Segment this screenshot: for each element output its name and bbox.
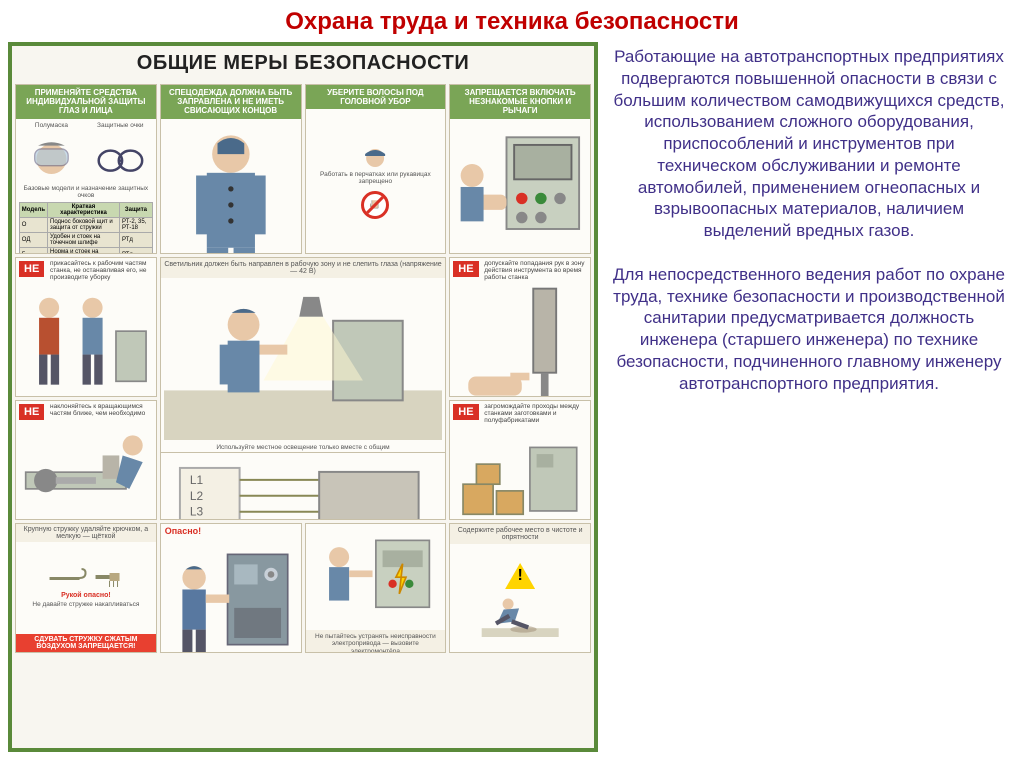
ne-badge: НЕ <box>19 261 44 277</box>
text-column: Работающие на автотранспортных предприят… <box>612 42 1016 759</box>
content-row: ОБЩИЕ МЕРЫ БЕЗОПАСНОСТИ Применяйте средс… <box>0 42 1024 767</box>
cell-ppe-eyes: Применяйте средства индивидуальной защит… <box>15 84 157 254</box>
cell-header: Спецодежда должна быть заправлена и не и… <box>161 85 301 119</box>
clean-header: Содержите рабочее место в чистоте и опря… <box>450 524 590 544</box>
page-title: Охрана труда и техника безопасности <box>0 0 1024 42</box>
goggles-table: Модель Краткая характеристика Защита О П… <box>19 202 153 254</box>
cell-header: Уберите волосы под головной убор <box>306 85 446 109</box>
clutter-icon <box>453 424 587 520</box>
worker-lamp-icon <box>164 281 443 440</box>
lighting-caption: Используйте местное освещение только вме… <box>161 443 446 452</box>
control-panel-icon <box>453 122 587 254</box>
table-caption: Базовые модели и назначение защитных очк… <box>16 184 156 200</box>
cell-danger-machine: Опасно! <box>160 523 302 653</box>
no-pile-text: Не давайте стружке накапливаться <box>29 600 142 609</box>
svg-text:L1: L1 <box>190 473 204 487</box>
poster-title: ОБЩИЕ МЕРЫ БЕЗОПАСНОСТИ <box>12 46 594 81</box>
th: Защита <box>119 203 152 218</box>
glove-icon <box>364 194 386 216</box>
hand-warn: Рукой опасно! <box>61 592 111 599</box>
cell-overalls: Спецодежда должна быть заправлена и не и… <box>160 84 302 254</box>
cell-lighting: Светильник должен быть направлен в рабоч… <box>160 257 447 520</box>
head-cap-icon <box>335 140 415 168</box>
electrician-text: Не пытайтесь устранять неисправности эле… <box>306 630 446 653</box>
cell-ne-touch: НЕ прикасайтесь к рабочим частям станка,… <box>15 257 157 397</box>
cell-header: Применяйте средства индивидуальной защит… <box>16 85 156 119</box>
cell-ne-lean: НЕ наклоняйтесь к вращающимся частям бли… <box>15 400 157 520</box>
ne-badge: НЕ <box>19 404 44 420</box>
cell-header: Запрещается включать незнакомые кнопки и… <box>450 85 590 119</box>
th: Модель <box>19 203 47 218</box>
cell-hair-gloves: Уберите волосы под головной убор Работат… <box>305 84 447 254</box>
cell-ne-clutter: НЕ загромождайте проходы между станками … <box>449 400 591 520</box>
ne-badge: НЕ <box>453 261 478 277</box>
gloves-text: Работать в перчатках или рукавицах запре… <box>309 170 443 186</box>
svg-text:L2: L2 <box>190 489 204 503</box>
no-air-footer: Сдувать стружку сжатым воздухом запрещае… <box>16 634 156 652</box>
lathe-lean-icon <box>19 422 153 520</box>
paragraph-1: Работающие на автотранспортных предприят… <box>612 46 1006 242</box>
danger-label: Опасно! <box>161 524 301 538</box>
goggles-icon <box>87 130 154 191</box>
grounding-schema-icon: L1 L2 L3 N PE <box>164 456 443 520</box>
lighting-header: Светильник должен быть направлен в рабоч… <box>161 258 446 278</box>
cell-ne-hands: НЕ допускайте попадания рук в зону дейст… <box>449 257 591 397</box>
drill-hand-icon <box>453 281 587 397</box>
worker-machine-icon <box>164 541 298 653</box>
cell-chips-hook: Крупную стружку удаляйте крючком, а мелк… <box>15 523 157 653</box>
slip-icon <box>460 593 580 637</box>
label-mask: Полумаска <box>18 121 85 130</box>
worker-overalls-icon <box>164 122 298 254</box>
cell-clean-workplace: Содержите рабочее место в чистоте и опря… <box>449 523 591 653</box>
cell-no-buttons: Запрещается включать незнакомые кнопки и… <box>449 84 591 254</box>
paragraph-2: Для непосредственного ведения работ по о… <box>612 264 1006 395</box>
label-goggles: Защитные очки <box>87 121 154 130</box>
ne-badge: НЕ <box>453 404 478 420</box>
two-workers-icon <box>19 281 153 397</box>
poster-grid: Применяйте средства индивидуальной защит… <box>12 81 594 752</box>
th: Краткая характеристика <box>48 203 120 218</box>
electric-panel-icon <box>309 527 443 627</box>
svg-text:L3: L3 <box>190 505 204 519</box>
warning-triangle-icon: ! <box>505 563 535 589</box>
face-shield-icon <box>18 130 85 191</box>
chips-header: Крупную стружку удаляйте крючком, а мелк… <box>16 524 156 542</box>
no-gloves-sign <box>361 191 389 219</box>
safety-poster: ОБЩИЕ МЕРЫ БЕЗОПАСНОСТИ Применяйте средс… <box>8 42 598 752</box>
hook-brush-icon <box>22 567 149 591</box>
cell-electrician: Не пытайтесь устранять неисправности эле… <box>305 523 447 653</box>
